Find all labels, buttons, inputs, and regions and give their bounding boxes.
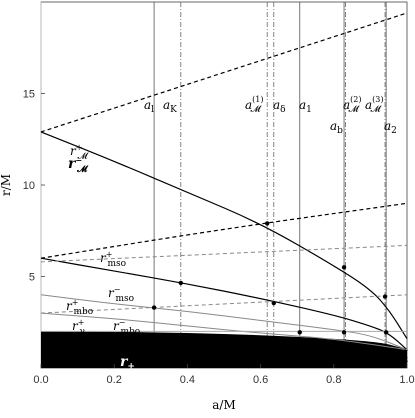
point-4	[271, 300, 276, 306]
label-r-mso-plus: r+ mso	[100, 250, 126, 269]
series-r_mbo-	[40, 294, 408, 351]
horizon-fill	[41, 331, 407, 368]
point-8	[383, 330, 389, 335]
x-axis-label: a/M	[212, 398, 235, 412]
x-tick-label: 0.4	[180, 374, 195, 386]
y-tick-label: 15	[23, 89, 35, 101]
y-axis-label: r/M	[0, 174, 13, 196]
x-tick-label: 0.0	[33, 374, 48, 386]
series-r_M+	[40, 12, 408, 133]
point-6	[297, 330, 302, 335]
series-r_+	[41, 331, 407, 368]
plot-frame	[40, 1, 408, 369]
series-r_mso+	[40, 202, 408, 259]
point-5	[151, 305, 157, 310]
label-a-M2: a(2) 𝓜	[343, 95, 362, 115]
series-r_mbo+	[40, 244, 408, 263]
point-1	[341, 265, 347, 270]
axis-ticks: 0.0 0.2 0.4 0.6 0.8 1.0 5 10 15	[23, 89, 415, 387]
vertical-markers	[40, 2, 387, 368]
x-tick-label: 1.0	[399, 374, 414, 386]
series-r_M-	[40, 131, 408, 340]
x-tick-label: 0.6	[253, 374, 268, 386]
intersection-points	[151, 221, 389, 335]
label-r-mso-minus: r− mso	[108, 285, 134, 304]
label-a-K: aK	[163, 98, 177, 115]
x-tick-label: 0.8	[326, 374, 341, 386]
label-a-M3: a(3) 𝓜	[365, 95, 384, 115]
label-a-delta: aδ	[273, 98, 286, 115]
y-tick-label: 10	[23, 180, 35, 192]
series-r_gamma-	[40, 312, 408, 351]
series-lines	[40, 12, 408, 351]
y-tick-label: 5	[29, 272, 35, 284]
point-0	[264, 221, 270, 226]
x-tick-label: 0.2	[107, 374, 122, 386]
point-3	[178, 280, 184, 286]
series-r_gamma+	[40, 294, 408, 314]
label-a-b: ab	[330, 119, 343, 136]
point-2	[382, 294, 388, 299]
label-a-M1: a(1) 𝓜	[245, 95, 264, 115]
label-a-1: a1	[299, 98, 312, 115]
series-r_mso-	[40, 257, 408, 351]
label-a-l: al	[144, 98, 154, 115]
point-7	[341, 330, 347, 335]
